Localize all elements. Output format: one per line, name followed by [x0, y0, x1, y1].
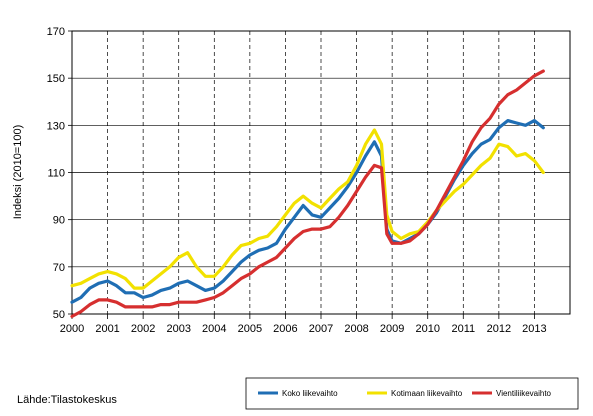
- y-tick-label: 170: [47, 26, 65, 38]
- legend-label-1: Koko liikevaihto: [282, 389, 338, 398]
- legend-label-3: Vientiliikevaihto: [496, 389, 552, 398]
- series-line-1: [70, 119, 545, 304]
- x-tick-label: 2008: [344, 323, 368, 335]
- x-tick-label: 2003: [166, 323, 190, 335]
- x-tick-label: 2009: [380, 323, 404, 335]
- source-note: Lähde:Tilastokeskus: [17, 394, 117, 406]
- y-tick-label: 90: [53, 215, 65, 227]
- series-lines: [70, 69, 545, 318]
- y-tick-label: 50: [53, 309, 65, 321]
- x-axis-ticks: [71, 314, 535, 319]
- x-tick-label: 2004: [202, 323, 226, 335]
- legend-box: [245, 377, 579, 410]
- x-tick-label: 2012: [487, 323, 511, 335]
- y-tick-label: 70: [53, 262, 65, 274]
- x-tick-label: 2010: [415, 323, 439, 335]
- legend-label-2: Kotimaan liikevaihto: [391, 389, 463, 398]
- y-tick-labels: 50 70 90 110 130 150 170: [47, 26, 65, 321]
- y-tick-label: 150: [47, 73, 65, 85]
- x-tick-label: 2000: [60, 323, 84, 335]
- x-tick-label: 2002: [131, 323, 155, 335]
- x-tick-label: 2007: [309, 323, 333, 335]
- grid-horizontal: [72, 77, 570, 268]
- legend: Koko liikevaihto Kotimaan liikevaihto Vien…: [258, 389, 552, 398]
- x-tick-labels: 2000 2001 2002 2003 2004 2005 2006 2007 2008 2009…: [60, 323, 547, 335]
- x-tick-label: 2006: [273, 323, 297, 335]
- x-tick-label: 2001: [95, 323, 119, 335]
- series-line-2: [70, 128, 545, 290]
- y-axis-label: Indeksi (2010=100): [12, 125, 24, 219]
- series-line-3: [70, 69, 545, 318]
- x-tick-label: 2013: [522, 323, 546, 335]
- y-tick-label: 130: [47, 120, 65, 132]
- y-tick-label: 110: [47, 168, 65, 180]
- x-tick-label: 2011: [451, 323, 475, 335]
- y-axis-ticks: [68, 30, 72, 315]
- x-tick-label: 2005: [238, 323, 262, 335]
